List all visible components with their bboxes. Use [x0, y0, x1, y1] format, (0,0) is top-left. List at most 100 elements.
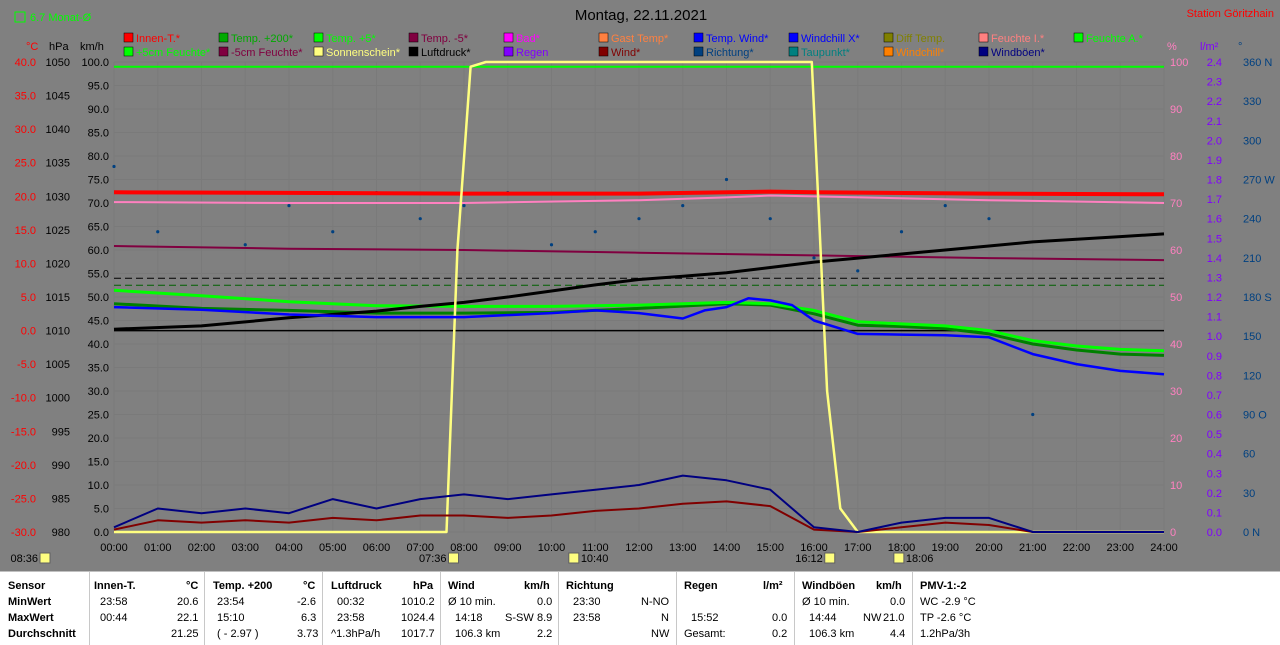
direction-point: [768, 217, 772, 221]
rain-tick-label: 0.2: [1207, 488, 1222, 500]
rain-tick-label: 1.0: [1207, 331, 1222, 343]
temp200-min-time: 23:54: [217, 596, 245, 608]
direction-point: [943, 204, 947, 208]
legend: Innen-T.* Temp. +200* Temp. +5* Temp. -5* Ba…: [123, 32, 1144, 59]
hpa-tick-label: 1005: [46, 359, 70, 371]
pmv-trend: 1.2hPa/3h: [920, 628, 971, 640]
rain-tick-label: 0.4: [1207, 449, 1222, 461]
hpa-tick-label: 1045: [46, 91, 70, 103]
percent-tick-label: 0: [1170, 527, 1176, 539]
legend-swatch: [788, 46, 799, 57]
row-label-sensor: Sensor: [8, 580, 46, 592]
direction-point: [462, 204, 466, 208]
temp-tick-label: -15.0: [11, 426, 36, 438]
kmh-tick-label: 65.0: [88, 222, 109, 234]
direction-tick-label: 0 N: [1243, 527, 1260, 539]
time-tick-label: 07:00: [406, 542, 434, 554]
rain-tick-label: 0.3: [1207, 468, 1222, 480]
direction-point: [637, 217, 641, 221]
temp200-title: Temp. +200: [213, 580, 273, 592]
regen-unit: l/m²: [763, 580, 783, 592]
legend-swatch: [313, 32, 324, 43]
legend-label: Innen-T.*: [136, 33, 181, 45]
time-marker: 16:12: [795, 553, 823, 565]
direction-tick-label: 180 S: [1243, 292, 1272, 304]
legend-swatch: [218, 32, 229, 43]
time-tick-label: 06:00: [363, 542, 391, 554]
boeen-max-dir: NW: [863, 612, 882, 624]
rain-tick-label: 0.6: [1207, 410, 1222, 422]
time-tick-label: 20:00: [975, 542, 1003, 554]
innen-min: 20.6: [177, 596, 199, 608]
kmh-tick-label: 30.0: [88, 386, 109, 398]
statistics-panel: Sensor MinWert MaxWert Durchschnitt Inne…: [0, 571, 1280, 645]
richtung-title: Richtung: [566, 580, 614, 592]
rain-tick-label: 2.4: [1207, 57, 1222, 69]
druck-max-time: 23:58: [337, 612, 365, 624]
regen-max-time: 15:52: [691, 612, 719, 624]
hpa-tick-label: 990: [52, 460, 70, 472]
direction-point: [593, 230, 597, 234]
time-tick-label: 11:00: [582, 542, 609, 554]
kmh-tick-label: 90.0: [88, 104, 109, 116]
legend-label: Richtung*: [706, 47, 754, 59]
percent-tick-label: 40: [1170, 339, 1182, 351]
time-marker-icon: [893, 552, 905, 564]
pmv-taupunkt: TP -2.6 °C: [920, 612, 972, 624]
unit-percent: %: [1167, 41, 1177, 53]
legend-swatch: [978, 32, 989, 43]
temp-tick-label: 40.0: [15, 57, 36, 69]
hpa-tick-label: 1010: [46, 326, 70, 338]
hpa-tick-label: 985: [52, 493, 70, 505]
direction-point: [681, 204, 685, 208]
time-tick-label: 00:00: [100, 542, 128, 554]
pmv-title: PMV-1:-2: [920, 580, 967, 592]
legend-label: Temp. +5*: [326, 33, 377, 45]
time-tick-label: 02:00: [188, 542, 216, 554]
rain-tick-label: 0.0: [1207, 527, 1222, 539]
legend-swatch: [883, 46, 894, 57]
legend-swatch: [1073, 32, 1084, 43]
monthavg-checkbox[interactable]: [14, 11, 26, 23]
legend-swatch: [693, 32, 704, 43]
series-line: [113, 500, 1164, 533]
stats-pmv: PMV-1:-2 WC -2.9 °C TP -2.6 °C 1.2hPa/3h: [913, 572, 1033, 645]
time-tick-label: 21:00: [1019, 542, 1047, 554]
hpa-tick-label: 1030: [46, 191, 70, 203]
stats-richtung: Richtung 23:30 N-NO 23:58 N NW: [559, 572, 677, 645]
direction-tick-label: 330: [1243, 96, 1261, 108]
stats-druck: Luftdruck hPa 00:32 1010.2 23:58 1024.4 …: [323, 572, 441, 645]
boeen-distance: 106.3 km: [809, 628, 855, 640]
innen-min-time: 23:58: [100, 596, 128, 608]
legend-label: Temp. +200*: [231, 33, 294, 45]
time-tick-label: 13:00: [669, 542, 697, 554]
regen-total-label: Gesamt:: [684, 628, 726, 640]
direction-point: [899, 230, 904, 234]
kmh-tick-label: 70.0: [88, 198, 109, 210]
stats-boeen: Windböen km/h Ø 10 min. 0.0 14:44 NW 21.…: [795, 572, 913, 645]
temp200-min: -2.6: [297, 596, 316, 608]
direction-point: [724, 177, 729, 182]
hpa-tick-label: 1035: [46, 158, 70, 170]
direction-point: [287, 204, 291, 208]
time-tick-label: 08:00: [450, 542, 478, 554]
temp-tick-label: 25.0: [15, 158, 36, 170]
time-tick-label: 09:00: [494, 542, 522, 554]
rain-tick-label: 1.1: [1207, 312, 1222, 324]
kmh-tick-label: 25.0: [88, 410, 109, 422]
legend-label: Feuchte I.*: [991, 33, 1045, 45]
stats-wind: Wind km/h Ø 10 min. 0.0 14:18 S-SW 8.9 1…: [441, 572, 559, 645]
percent-tick-label: 60: [1170, 245, 1182, 257]
unit-celsius: °C: [26, 41, 38, 53]
series-line: [113, 189, 1165, 197]
monthavg-label: 6.7 Monat-Ø: [30, 12, 92, 24]
temp-tick-label: 30.0: [15, 124, 36, 136]
temp-tick-label: 35.0: [15, 91, 36, 103]
wind-avg: 2.2: [537, 628, 553, 640]
direction-tick-label: 150: [1243, 331, 1261, 343]
direction-tick-label: 90 O: [1243, 410, 1267, 422]
direction-tick-label: 60: [1243, 449, 1255, 461]
stats-temp200: Temp. +200 °C 23:54 -2.6 15:10 6.3 ( - 2…: [205, 572, 323, 645]
percent-tick-label: 30: [1170, 386, 1182, 398]
pmv-windchill: WC -2.9 °C: [920, 596, 976, 608]
